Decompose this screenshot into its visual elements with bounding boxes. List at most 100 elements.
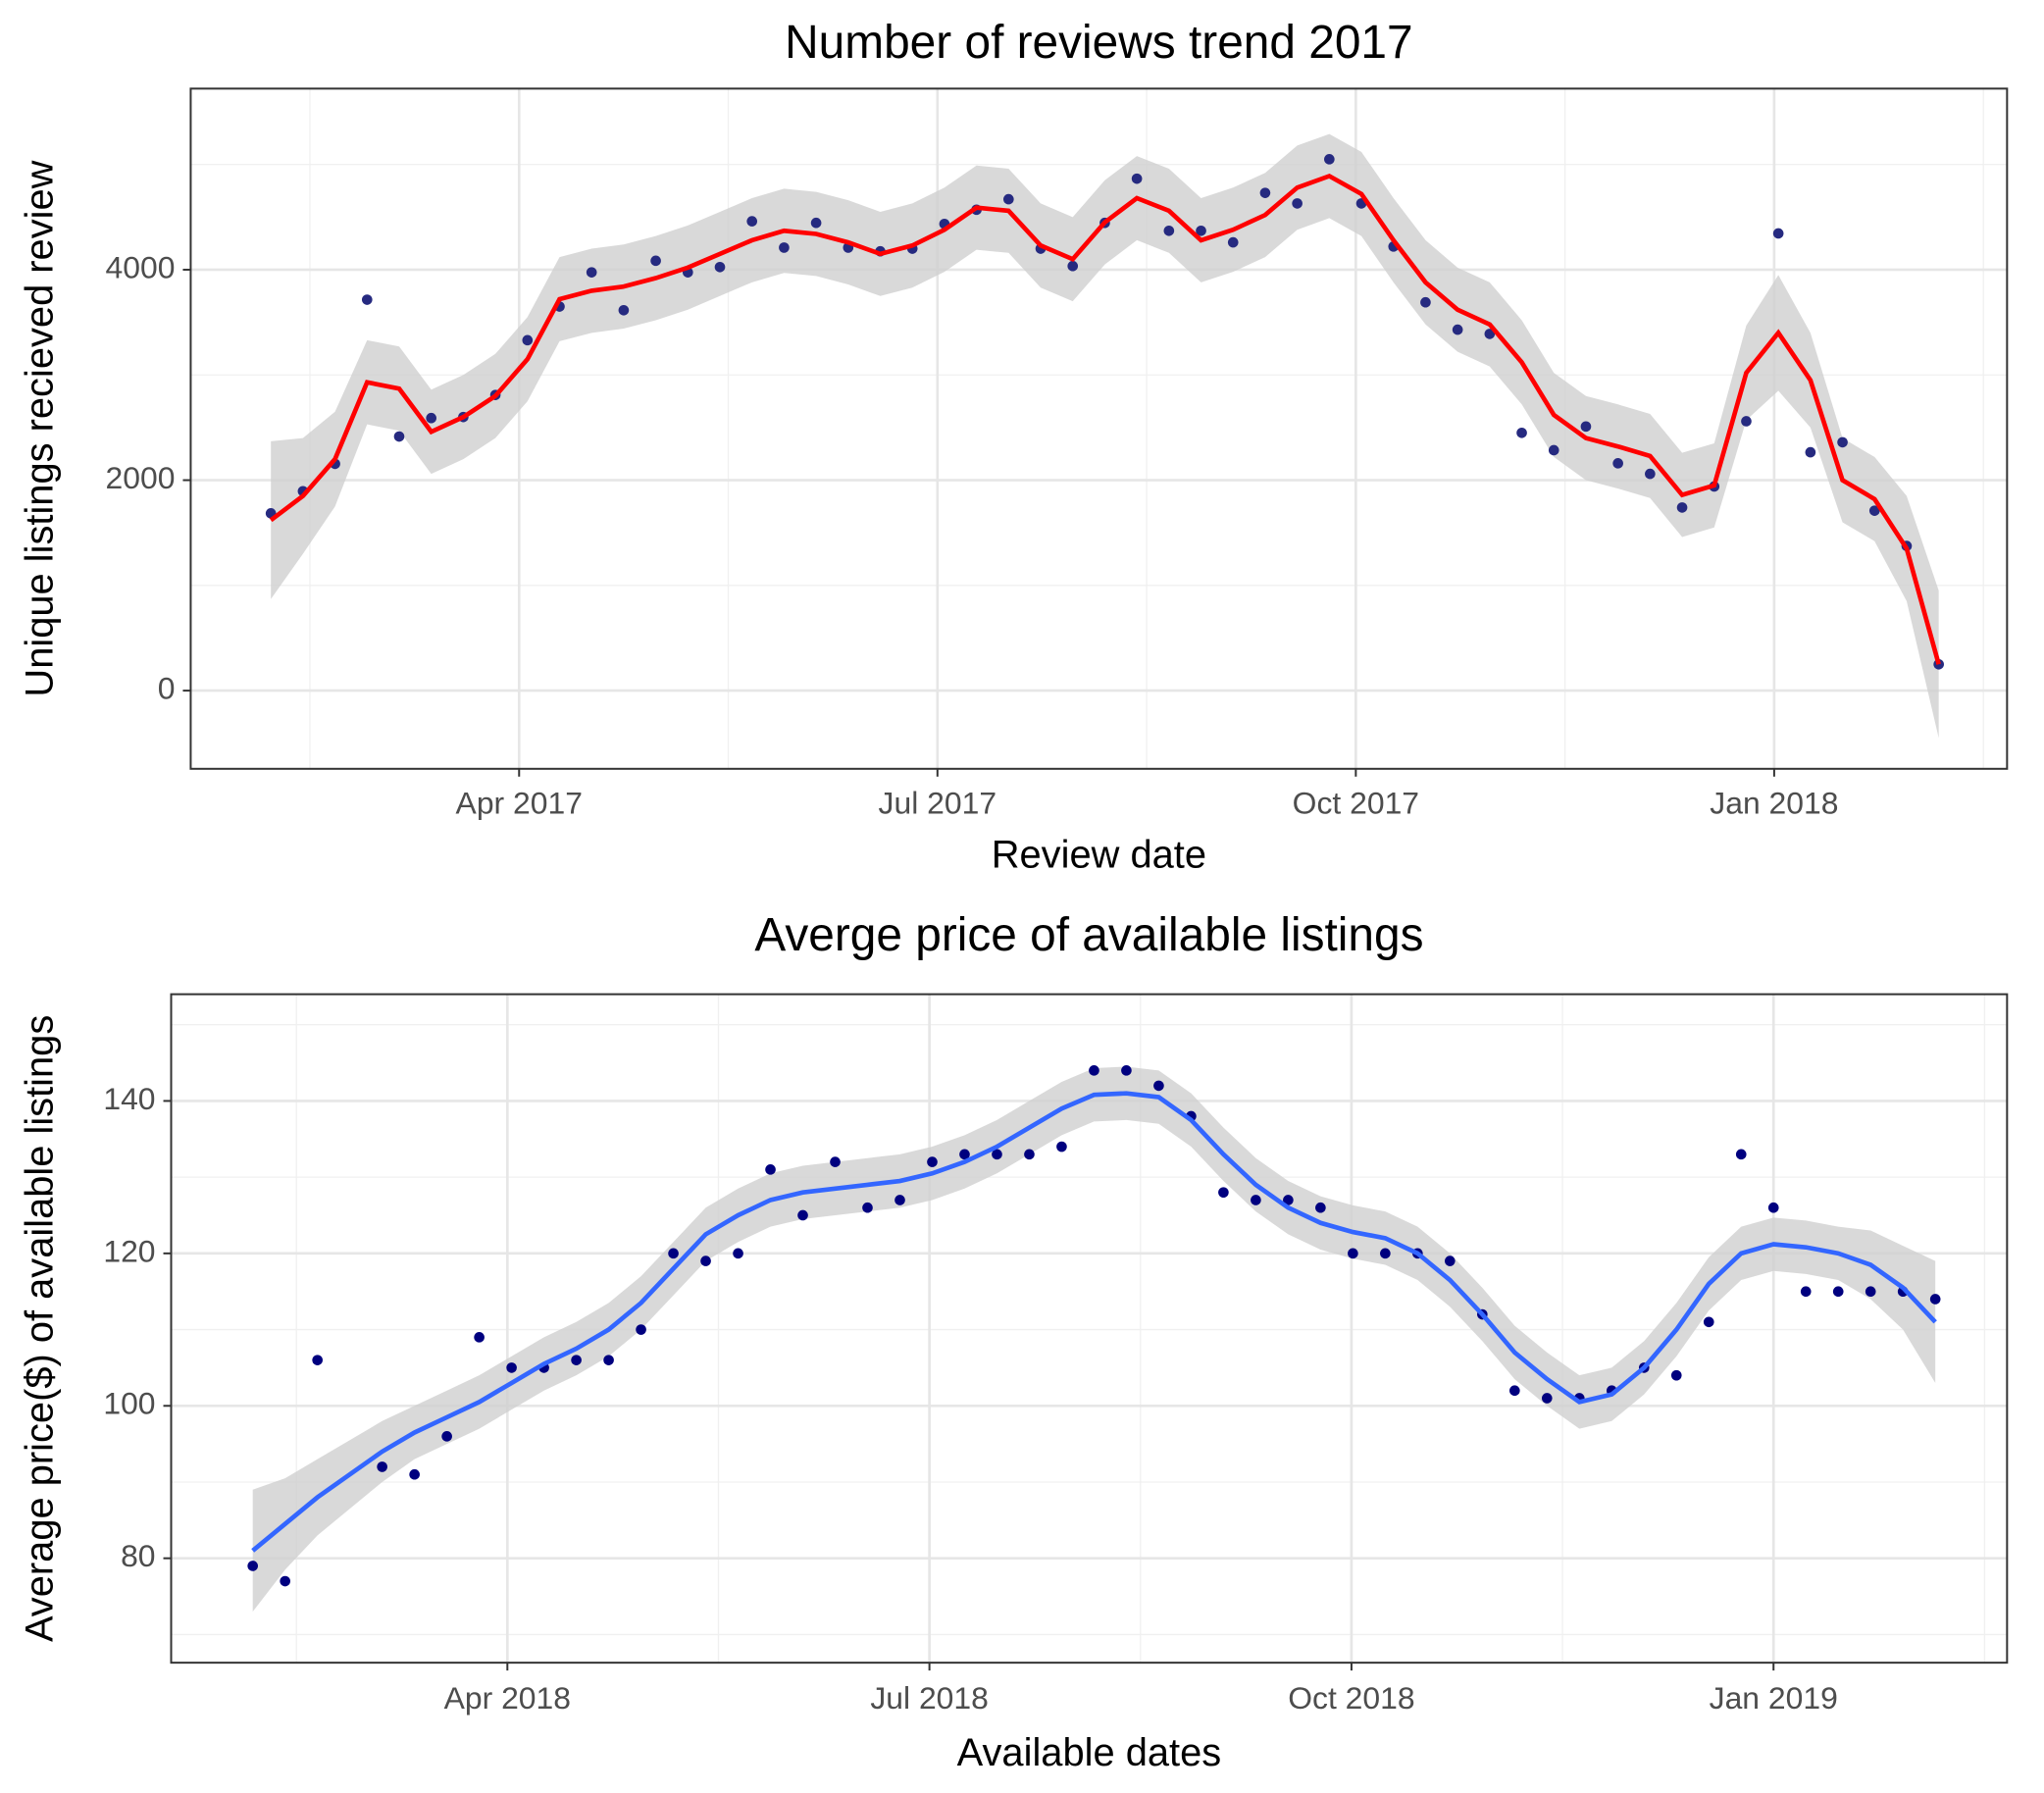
x-tick-label: Jul 2017 (879, 785, 997, 820)
point (1003, 193, 1014, 205)
point (1805, 446, 1816, 458)
point (1735, 1149, 1747, 1160)
point (1645, 468, 1656, 480)
point (1315, 1202, 1326, 1213)
point (1283, 1195, 1294, 1205)
point (522, 334, 534, 346)
x-tick-label: Apr 2017 (456, 785, 583, 820)
point (1868, 505, 1880, 516)
point (1218, 1187, 1229, 1198)
point (441, 1431, 452, 1442)
x-tick-label: Oct 2018 (1288, 1680, 1414, 1716)
point (247, 1561, 259, 1571)
y-axis-title: Unique listings recieved review (19, 160, 62, 696)
point (361, 294, 373, 305)
point (810, 217, 822, 229)
x-tick-label: Apr 2018 (444, 1680, 571, 1716)
point (1676, 502, 1688, 513)
point (992, 1149, 1002, 1160)
point (409, 1468, 420, 1480)
point (393, 431, 405, 442)
x-tick-label: Jan 2018 (1710, 785, 1838, 820)
point (1772, 228, 1784, 239)
chart-panel: 80 100 120 140 Apr 2018 Jul 2018 Oct 2018 Jan 2… (19, 909, 2009, 1774)
point (1837, 436, 1848, 448)
x-tick-label: Oct 2017 (1293, 785, 1419, 820)
point (1163, 225, 1175, 236)
point (1131, 173, 1143, 184)
point (862, 1202, 873, 1213)
point (1548, 444, 1559, 456)
point (1484, 329, 1496, 339)
y-axis-title: Average price($) of available listings (19, 1015, 62, 1642)
point (1800, 1286, 1812, 1298)
panel-border (189, 87, 2009, 770)
chart-panel: 0 2000 4000 Apr 2017 Jul 2017 Oct 2017 Jan 201… (19, 17, 2009, 877)
point (733, 1248, 743, 1259)
x-axis-title: Review date (992, 834, 1206, 877)
point (312, 1355, 323, 1365)
point (650, 255, 661, 267)
point (377, 1461, 387, 1472)
point (1516, 427, 1527, 438)
point (1703, 1316, 1714, 1328)
point (1227, 236, 1239, 248)
point (1541, 1393, 1553, 1404)
point (1153, 1080, 1164, 1092)
y-tick-label: 140 (103, 1081, 155, 1116)
point (1832, 1286, 1844, 1298)
point (586, 267, 597, 278)
panel-border (170, 993, 2009, 1665)
chart-title: Number of reviews trend 2017 (785, 17, 1412, 69)
smooth-line (251, 1091, 1937, 1553)
point (959, 1149, 970, 1160)
point (797, 1209, 808, 1221)
plot-area (265, 133, 1944, 739)
point (1348, 1248, 1358, 1259)
point (1067, 260, 1079, 272)
point (1292, 198, 1303, 209)
point (1420, 296, 1431, 308)
point (1089, 1065, 1099, 1076)
point (1508, 1385, 1520, 1397)
point (280, 1575, 290, 1587)
point (571, 1355, 582, 1365)
point (1024, 1149, 1035, 1160)
plot-area (247, 1065, 1941, 1613)
chart-title: Averge price of available listings (754, 909, 1423, 961)
point (1741, 416, 1752, 427)
x-axis-title: Available dates (957, 1731, 1222, 1774)
x-tick-label: Jan 2019 (1710, 1680, 1838, 1716)
confidence-band (271, 133, 1939, 739)
point (603, 1355, 614, 1365)
point (636, 1324, 646, 1335)
point (1121, 1065, 1132, 1076)
point (1324, 154, 1335, 165)
y-tick-label: 0 (158, 671, 176, 706)
point (894, 1195, 905, 1205)
point (474, 1332, 485, 1343)
y-tick-label: 100 (103, 1386, 155, 1421)
point (1251, 1195, 1261, 1205)
point (1865, 1286, 1876, 1298)
y-tick-label: 4000 (106, 249, 176, 284)
point (830, 1156, 841, 1167)
y-tick-label: 2000 (106, 460, 176, 495)
point (700, 1255, 711, 1266)
point (1767, 1202, 1779, 1213)
point (426, 412, 437, 424)
point (1452, 324, 1463, 335)
point (1196, 225, 1206, 236)
point (927, 1156, 938, 1167)
point (1670, 1369, 1682, 1381)
point (779, 242, 790, 253)
point (506, 1362, 517, 1373)
smooth-line (269, 173, 1941, 665)
y-tick-label: 120 (103, 1233, 155, 1268)
point (1445, 1255, 1456, 1266)
point (1929, 1294, 1941, 1305)
x-tick-label: Jul 2018 (870, 1680, 989, 1716)
point (618, 304, 630, 316)
point (1612, 458, 1623, 469)
